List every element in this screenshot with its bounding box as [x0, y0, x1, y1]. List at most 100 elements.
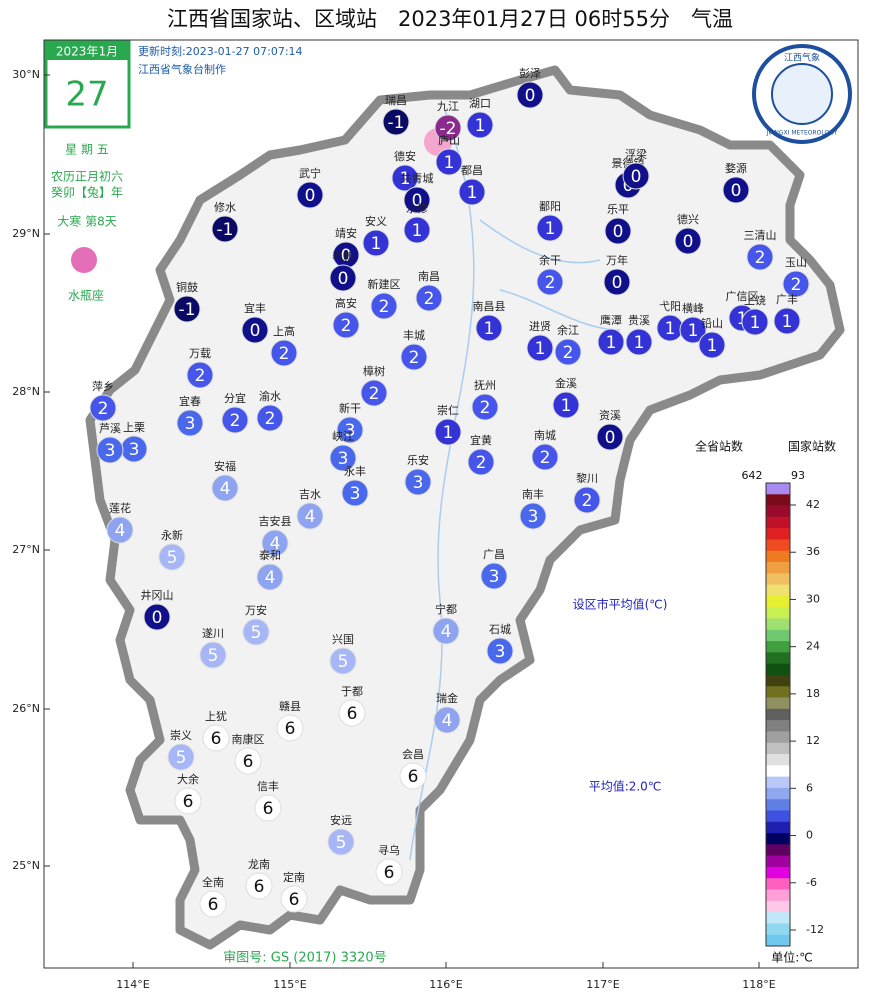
station-marker: [167, 743, 195, 771]
station-name: 湖口: [469, 97, 491, 110]
province-count-label: 全省站数: [695, 439, 743, 454]
station-marker: [276, 714, 304, 742]
station-value: 4: [115, 521, 126, 541]
station-name: 吉水: [299, 488, 321, 501]
station-name: 横峰: [682, 301, 704, 315]
station-value: 2: [582, 491, 593, 511]
station-value: 6: [285, 719, 296, 739]
station-value: 3: [129, 440, 140, 460]
logo-english: JIANGXI METEOROLOGY: [766, 130, 838, 137]
lat-tick-label: 29°N: [12, 227, 40, 240]
station-marker: [336, 416, 364, 444]
station-name: 宜黄: [470, 433, 492, 447]
station-name: 安远: [330, 813, 352, 827]
station-name: 广昌: [483, 548, 505, 561]
station-name: 渝水: [259, 389, 281, 403]
station-marker: [625, 328, 653, 356]
station-name: 乐平: [607, 203, 629, 216]
station-value: 6: [289, 890, 300, 910]
station-name: 新建区: [368, 277, 401, 291]
station-marker: [199, 641, 227, 669]
station-name: 贵溪: [628, 314, 650, 327]
station-marker: [327, 828, 355, 856]
colorbar-cell: [766, 855, 790, 868]
map-title: 江西省国家站、区域站 2023年01月27日 06时55分 气温: [167, 7, 733, 31]
station-value: 1: [467, 183, 478, 203]
lat-tick-label: 26°N: [12, 702, 40, 715]
colorbar-cell: [766, 674, 790, 687]
station-name: 鄱阳: [539, 200, 561, 213]
colorbar-cell: [766, 584, 790, 597]
station-name: 南昌县: [473, 300, 506, 313]
station-name: 石城: [489, 623, 511, 636]
station-marker: [773, 307, 801, 335]
station-marker: [596, 423, 624, 451]
station-name: 遂川: [202, 626, 224, 640]
station-name: 全南: [202, 875, 224, 889]
station-marker: [211, 474, 239, 502]
station-value: 0: [525, 86, 536, 106]
station-name: 兴国: [332, 633, 354, 646]
station-value: 1: [606, 333, 617, 353]
station-value: 6: [254, 877, 265, 897]
station-marker: [516, 81, 544, 109]
station-marker: [403, 216, 431, 244]
station-name: 樟树: [363, 364, 385, 378]
station-name: 南康区: [232, 732, 265, 746]
station-value: 2: [545, 273, 556, 293]
station-value: 1: [665, 319, 676, 339]
legend-unit: 单位:℃: [771, 950, 813, 965]
station-value: 3: [528, 507, 539, 527]
station-value: 0: [250, 321, 261, 341]
colorbar-tick-label: 6: [806, 781, 813, 794]
station-marker: [722, 176, 750, 204]
logo: 江西气象 JIANGXI METEOROLOGY: [752, 44, 852, 144]
station-value: 2: [195, 366, 206, 386]
national-count-label: 国家站数: [788, 439, 836, 454]
station-name: 吉安县: [259, 514, 292, 528]
station-name: 新干: [339, 401, 361, 415]
colorbar-cell: [766, 516, 790, 529]
station-value: 6: [263, 799, 274, 819]
station-name: 玉山: [785, 256, 807, 269]
city-average-note: 设区市平均值(℃): [573, 597, 668, 612]
station-value: 1: [561, 396, 572, 416]
station-value: 3: [489, 567, 500, 587]
lon-tick-label: 118°E: [742, 978, 775, 991]
station-value: 1: [545, 219, 556, 239]
station-name: 武宁: [299, 166, 321, 180]
station-marker: [404, 468, 432, 496]
station-value: 4: [220, 479, 231, 499]
national-count: 93: [791, 469, 805, 482]
station-marker: [256, 563, 284, 591]
lon-tick-label: 117°E: [586, 978, 619, 991]
lat-tick-label: 28°N: [12, 385, 40, 398]
station-name: 广信区: [726, 290, 759, 303]
station-value: 2: [563, 343, 574, 363]
station-name: 上高: [273, 324, 295, 338]
station-marker: [782, 270, 810, 298]
colorbar-tick-label: -12: [806, 923, 824, 936]
station-value: 0: [613, 222, 624, 242]
station-marker: [552, 391, 580, 419]
station-marker: [329, 264, 357, 292]
station-name: 芦溪: [99, 422, 121, 435]
station-value: 2: [480, 398, 491, 418]
station-marker: [360, 379, 388, 407]
station-value: 3: [350, 484, 361, 504]
station-name: 信丰: [257, 780, 279, 793]
legend: 全省站数 642 国家站数 93 单位:℃: [695, 439, 836, 965]
map-approval: 审图号: GS (2017) 3320号: [223, 951, 386, 966]
zodiac-icon: [71, 247, 97, 273]
station-name: 龙南: [248, 858, 270, 871]
colorbar-cell: [766, 483, 790, 495]
station-value: 1: [443, 423, 454, 443]
lon-tick-label: 114°E: [116, 978, 149, 991]
station-marker: [399, 762, 427, 790]
station-name: 峡江: [332, 429, 354, 443]
station-value: 5: [251, 623, 262, 643]
station-name: 永新: [161, 528, 183, 542]
colorbar-cell: [766, 810, 790, 823]
station-value: 5: [176, 748, 187, 768]
station-name: 安义: [365, 214, 387, 228]
